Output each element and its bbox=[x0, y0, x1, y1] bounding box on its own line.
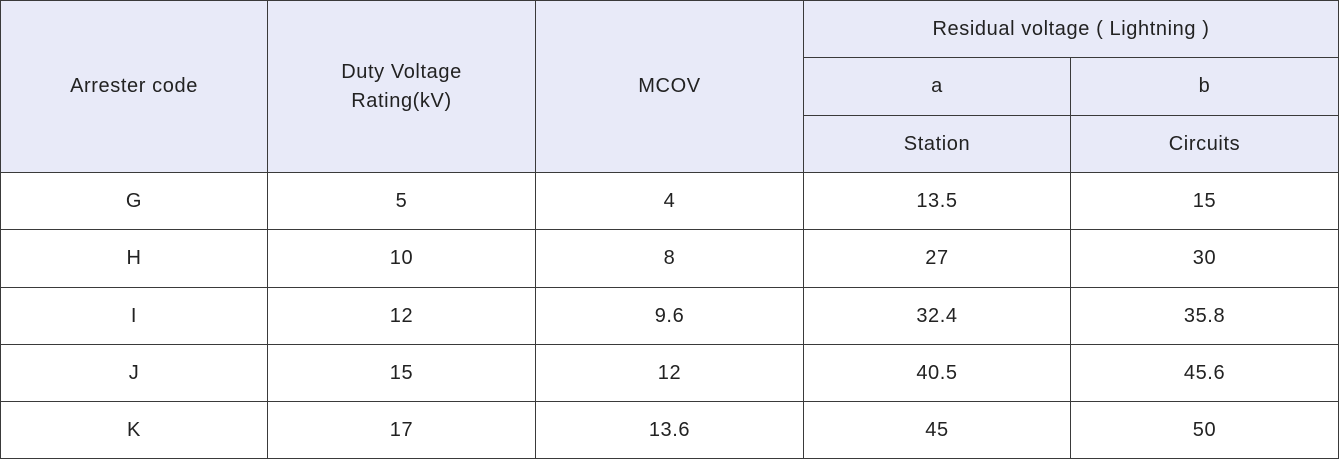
data-cell: 13.5 bbox=[803, 172, 1071, 230]
data-cell: 15 bbox=[267, 344, 536, 402]
data-cell: 27 bbox=[803, 229, 1071, 288]
table-body: G 5 4 13.5 15 H 10 8 27 30 I 12 9.6 32.4 35.8 J 15 12 40.5… bbox=[0, 172, 1339, 459]
header-text: Duty Voltage Rating(kV) bbox=[341, 60, 462, 112]
header-cell: MCOV bbox=[535, 0, 804, 173]
data-cell: 45.6 bbox=[1069, 344, 1339, 402]
data-row: H 10 8 27 30 bbox=[0, 229, 1339, 288]
data-cell: 30 bbox=[1069, 229, 1339, 288]
header-cell: a bbox=[803, 57, 1071, 116]
data-cell: 10 bbox=[267, 229, 536, 288]
data-row: G 5 4 13.5 15 bbox=[0, 172, 1339, 230]
data-cell: 13.6 bbox=[535, 401, 804, 459]
data-cell: 17 bbox=[267, 401, 536, 459]
data-cell: H bbox=[0, 229, 268, 288]
data-cell: 32.4 bbox=[803, 287, 1071, 345]
header-cell: Station bbox=[803, 115, 1071, 173]
data-row: K 17 13.6 45 50 bbox=[0, 401, 1339, 459]
data-cell: 9.6 bbox=[535, 287, 804, 345]
table-header: Arrester code Duty Voltage Rating(kV) MC… bbox=[0, 0, 1339, 173]
data-cell: J bbox=[0, 344, 268, 402]
data-cell: 15 bbox=[1069, 172, 1339, 230]
data-cell: G bbox=[0, 172, 268, 230]
data-cell: K bbox=[0, 401, 268, 459]
header-row: Station Circuits bbox=[1, 115, 1339, 173]
header-cell: b bbox=[1069, 57, 1339, 116]
header-cell: Residual voltage ( Lightning ) bbox=[802, 0, 1339, 58]
header-row: Arrester code Duty Voltage Rating(kV) MC… bbox=[0, 0, 1339, 173]
data-cell: 50 bbox=[1069, 401, 1339, 459]
data-cell: 45 bbox=[803, 401, 1071, 459]
data-cell: 8 bbox=[535, 229, 804, 288]
header-row: a b bbox=[1, 57, 1339, 116]
data-row: I 12 9.6 32.4 35.8 bbox=[0, 287, 1339, 345]
data-cell: 5 bbox=[267, 172, 536, 230]
header-cell: Duty Voltage Rating(kV) bbox=[267, 0, 536, 173]
data-cell: 4 bbox=[535, 172, 804, 230]
header-cell: Arrester code bbox=[0, 0, 268, 173]
header-cell: Circuits bbox=[1069, 115, 1339, 173]
data-cell: 12 bbox=[267, 287, 536, 345]
data-cell: I bbox=[0, 287, 268, 345]
data-row: J 15 12 40.5 45.6 bbox=[0, 344, 1339, 402]
data-cell: 35.8 bbox=[1069, 287, 1339, 345]
data-cell: 40.5 bbox=[803, 344, 1071, 402]
data-cell: 12 bbox=[535, 344, 804, 402]
